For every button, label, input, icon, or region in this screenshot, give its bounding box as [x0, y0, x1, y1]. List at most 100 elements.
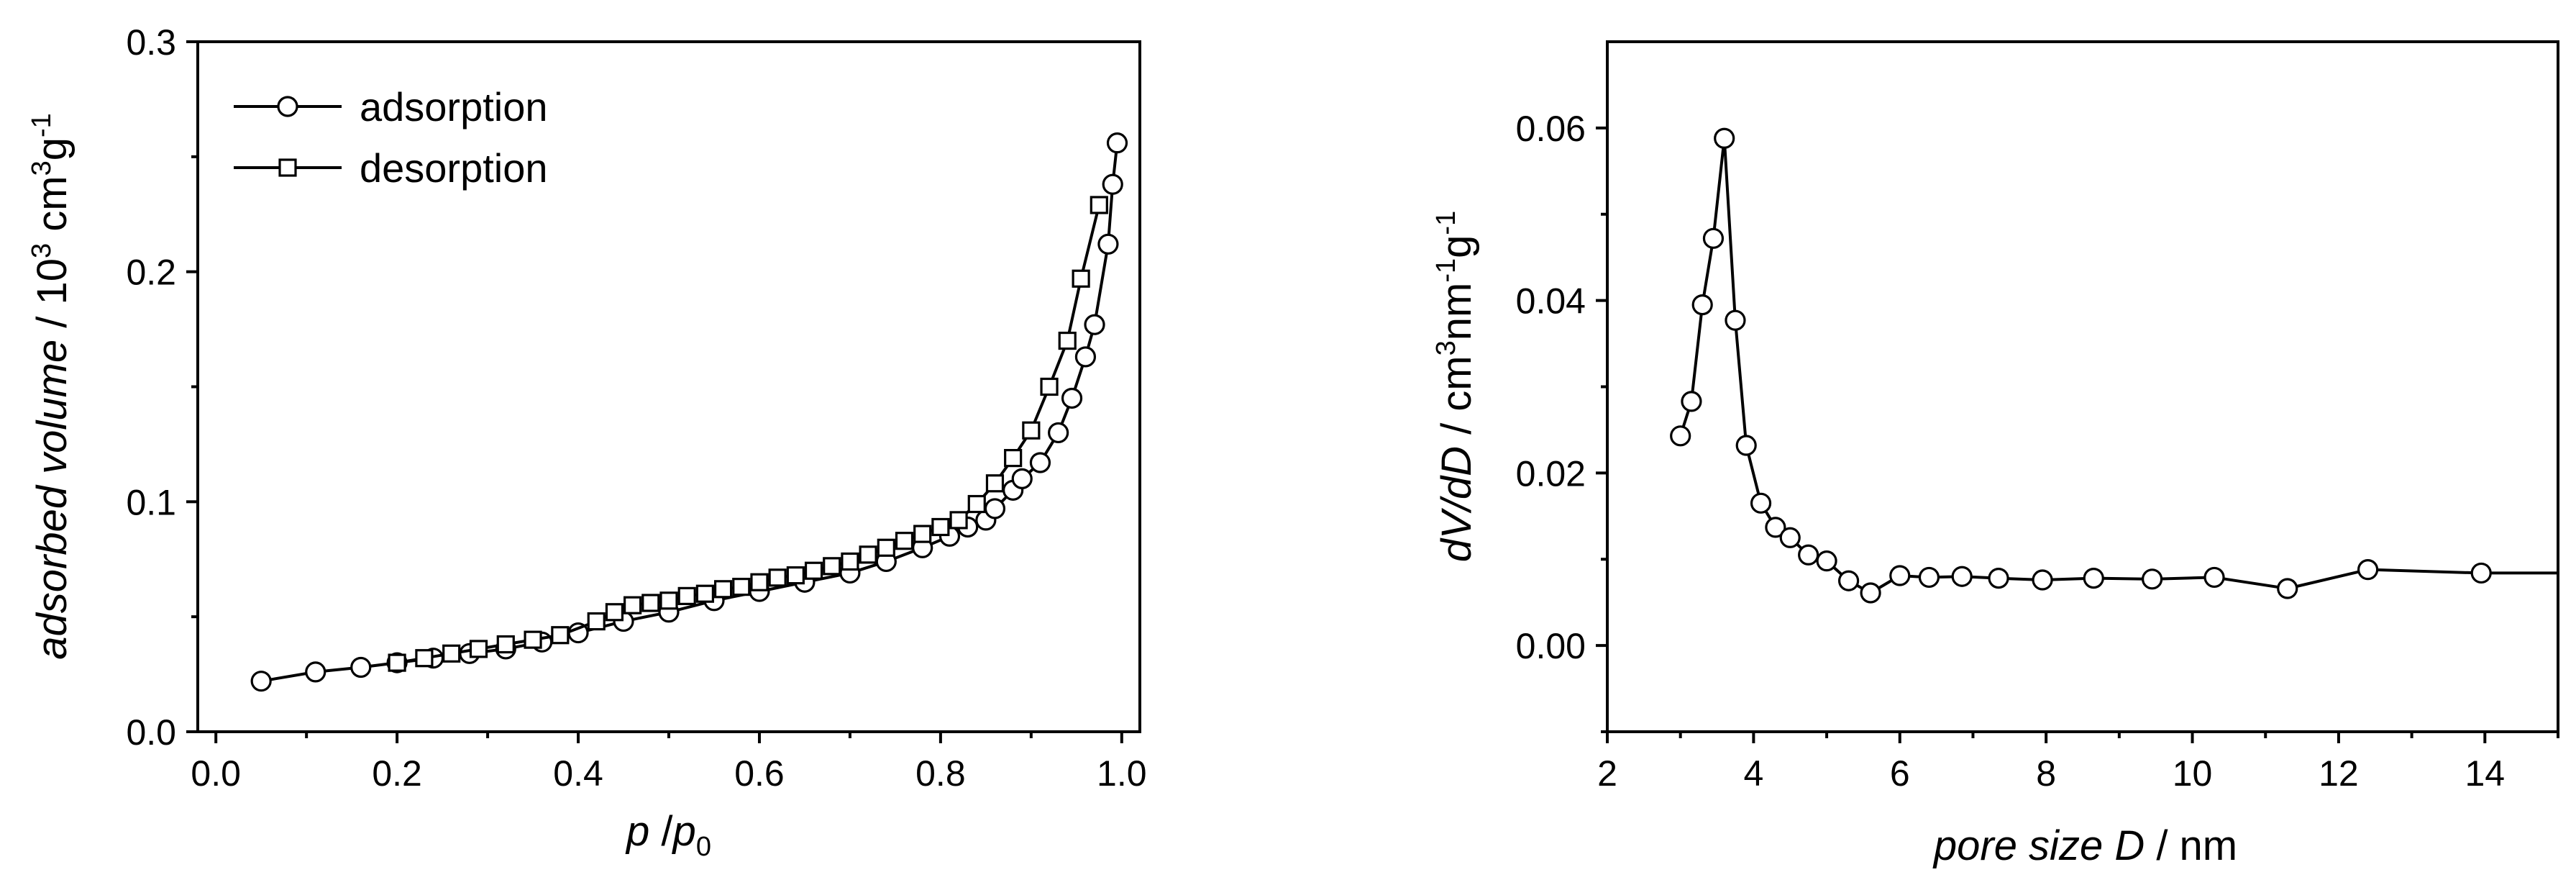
- x-tick-label: 8: [2036, 753, 2056, 794]
- data-point-square: [823, 557, 841, 576]
- legend-label: desorption: [360, 145, 548, 191]
- legend-marker-square: [278, 158, 297, 177]
- y-tick-label: 0.00: [1516, 626, 1586, 666]
- data-point-circle: [1029, 452, 1051, 473]
- isotherm-plot-area: 0.0 0.2 0.4 0.6 0.8 1.0 0.0 0.1 0.2 0.3: [126, 22, 1146, 794]
- data-point-square: [624, 596, 642, 614]
- isotherm-chart: 0.0 0.2 0.4 0.6 0.8 1.0 0.0 0.1 0.2 0.3 adsorptio…: [27, 22, 1147, 862]
- x-tick-label: 14: [2465, 753, 2505, 794]
- y-label-unit-b: cm: [29, 176, 76, 242]
- y-label-sup-b: -1: [1431, 258, 1461, 283]
- pore-size-y-axis-label: dV/dD / cm3nm-1g-1: [1431, 211, 1480, 562]
- data-point-circle: [1765, 517, 1786, 538]
- data-point-square: [985, 474, 1005, 493]
- x-label-p-zero: p: [672, 808, 696, 855]
- x-tick-label: 2: [1597, 753, 1617, 794]
- y-label-sup-a: 3: [1431, 340, 1461, 355]
- y-label-unit-c: g: [1433, 235, 1480, 258]
- data-point-circle: [1702, 227, 1725, 249]
- x-tick-label: 0.6: [734, 753, 785, 794]
- x-label-separator: /: [649, 808, 673, 855]
- data-point-square: [415, 649, 434, 668]
- y-label-dvdd: dV/dD: [1433, 446, 1480, 562]
- data-point-square: [496, 635, 515, 654]
- y-label-quantity: adsorbed volume: [29, 340, 76, 660]
- isotherm-legend: adsorption desorption: [234, 84, 548, 191]
- data-point-circle: [1074, 346, 1097, 368]
- x-label-pore-size: pore size D: [1932, 822, 2145, 869]
- x-tick-label: 0.8: [915, 753, 966, 794]
- x-label-subscript: 0: [696, 832, 711, 862]
- data-point-square: [524, 630, 542, 649]
- y-tick-label: 0.0: [126, 712, 176, 753]
- y-label-unit-c: g: [29, 137, 76, 160]
- data-point-circle: [1951, 566, 1973, 587]
- data-point-circle: [1106, 132, 1128, 154]
- data-point-circle: [1988, 568, 2009, 589]
- y-tick-label: 0.06: [1516, 109, 1586, 149]
- data-point-square: [841, 552, 859, 571]
- data-point-circle: [2083, 568, 2104, 589]
- plot-frame: [196, 40, 1141, 733]
- data-point-circle: [1918, 566, 1940, 589]
- data-point-square: [931, 517, 950, 537]
- data-point-circle: [1681, 391, 1702, 412]
- data-point-square: [1090, 196, 1108, 214]
- data-point-circle: [1837, 570, 1860, 591]
- y-tick-label: 0.1: [126, 482, 176, 522]
- data-point-square: [551, 626, 570, 645]
- x-tick-label: 0.4: [553, 753, 603, 794]
- isotherm-y-axis-label: adsorbed volume / 103 cm3g-1: [27, 113, 76, 660]
- data-point-circle: [1725, 309, 1746, 331]
- pore-size-x-axis-label: pore size D / nm: [1932, 822, 2237, 869]
- data-point-circle: [1889, 565, 1911, 586]
- data-point-square: [677, 586, 696, 605]
- data-point-square: [1040, 377, 1059, 396]
- pore-size-chart: 2 4 6 8 10 12 14 0.00 0.02 0.04 0.06 pore size D /…: [1431, 40, 2559, 869]
- data-point-circle: [1011, 468, 1033, 489]
- data-point-circle: [2470, 562, 2492, 584]
- y-label-sup-b: 3: [27, 160, 57, 176]
- y-tick-label: 0.02: [1516, 453, 1586, 494]
- y-label-unit-b: nm: [1433, 283, 1480, 341]
- data-point-square: [786, 566, 805, 585]
- data-point-circle: [250, 671, 272, 692]
- y-label-unit-a: / cm: [1433, 355, 1480, 446]
- data-point-square: [1004, 448, 1023, 468]
- data-point-circle: [1735, 435, 1757, 456]
- x-tick-label: 0.2: [372, 753, 422, 794]
- data-point-circle: [1691, 294, 1713, 316]
- plot-frame: [1606, 40, 2559, 733]
- data-point-circle: [1860, 582, 1881, 604]
- data-point-circle: [2142, 568, 2163, 590]
- data-point-circle: [984, 498, 1006, 519]
- y-label-sup-a: 3: [27, 243, 57, 258]
- data-point-square: [877, 538, 895, 557]
- data-point-square: [859, 545, 877, 564]
- data-point-circle: [1750, 492, 1772, 514]
- data-point-square: [659, 591, 678, 610]
- data-point-circle: [1097, 233, 1119, 255]
- data-point-circle: [1779, 527, 1801, 548]
- data-point-square: [1058, 331, 1077, 350]
- data-point-square: [949, 511, 968, 530]
- data-point-square: [732, 578, 751, 596]
- x-tick-label: 1.0: [1097, 753, 1147, 794]
- x-label-unit: / nm: [2145, 822, 2237, 869]
- data-point-square: [442, 644, 461, 663]
- data-point-square: [768, 568, 787, 587]
- x-tick-label: 12: [2319, 753, 2359, 794]
- data-point-circle: [2032, 569, 2053, 591]
- data-point-square: [1072, 269, 1090, 288]
- data-point-square: [695, 584, 714, 603]
- data-point-circle: [1102, 173, 1123, 195]
- data-point-circle: [305, 661, 326, 683]
- pore-size-plot-area: 2 4 6 8 10 12 14 0.00 0.02 0.04 0.06: [1516, 40, 2559, 794]
- series-line: [1678, 137, 2558, 595]
- data-point-square: [713, 580, 733, 599]
- data-point-circle: [1061, 387, 1083, 409]
- data-point-circle: [2277, 578, 2298, 599]
- y-label-sup-c: -1: [1431, 211, 1461, 235]
- data-point-square: [641, 594, 660, 612]
